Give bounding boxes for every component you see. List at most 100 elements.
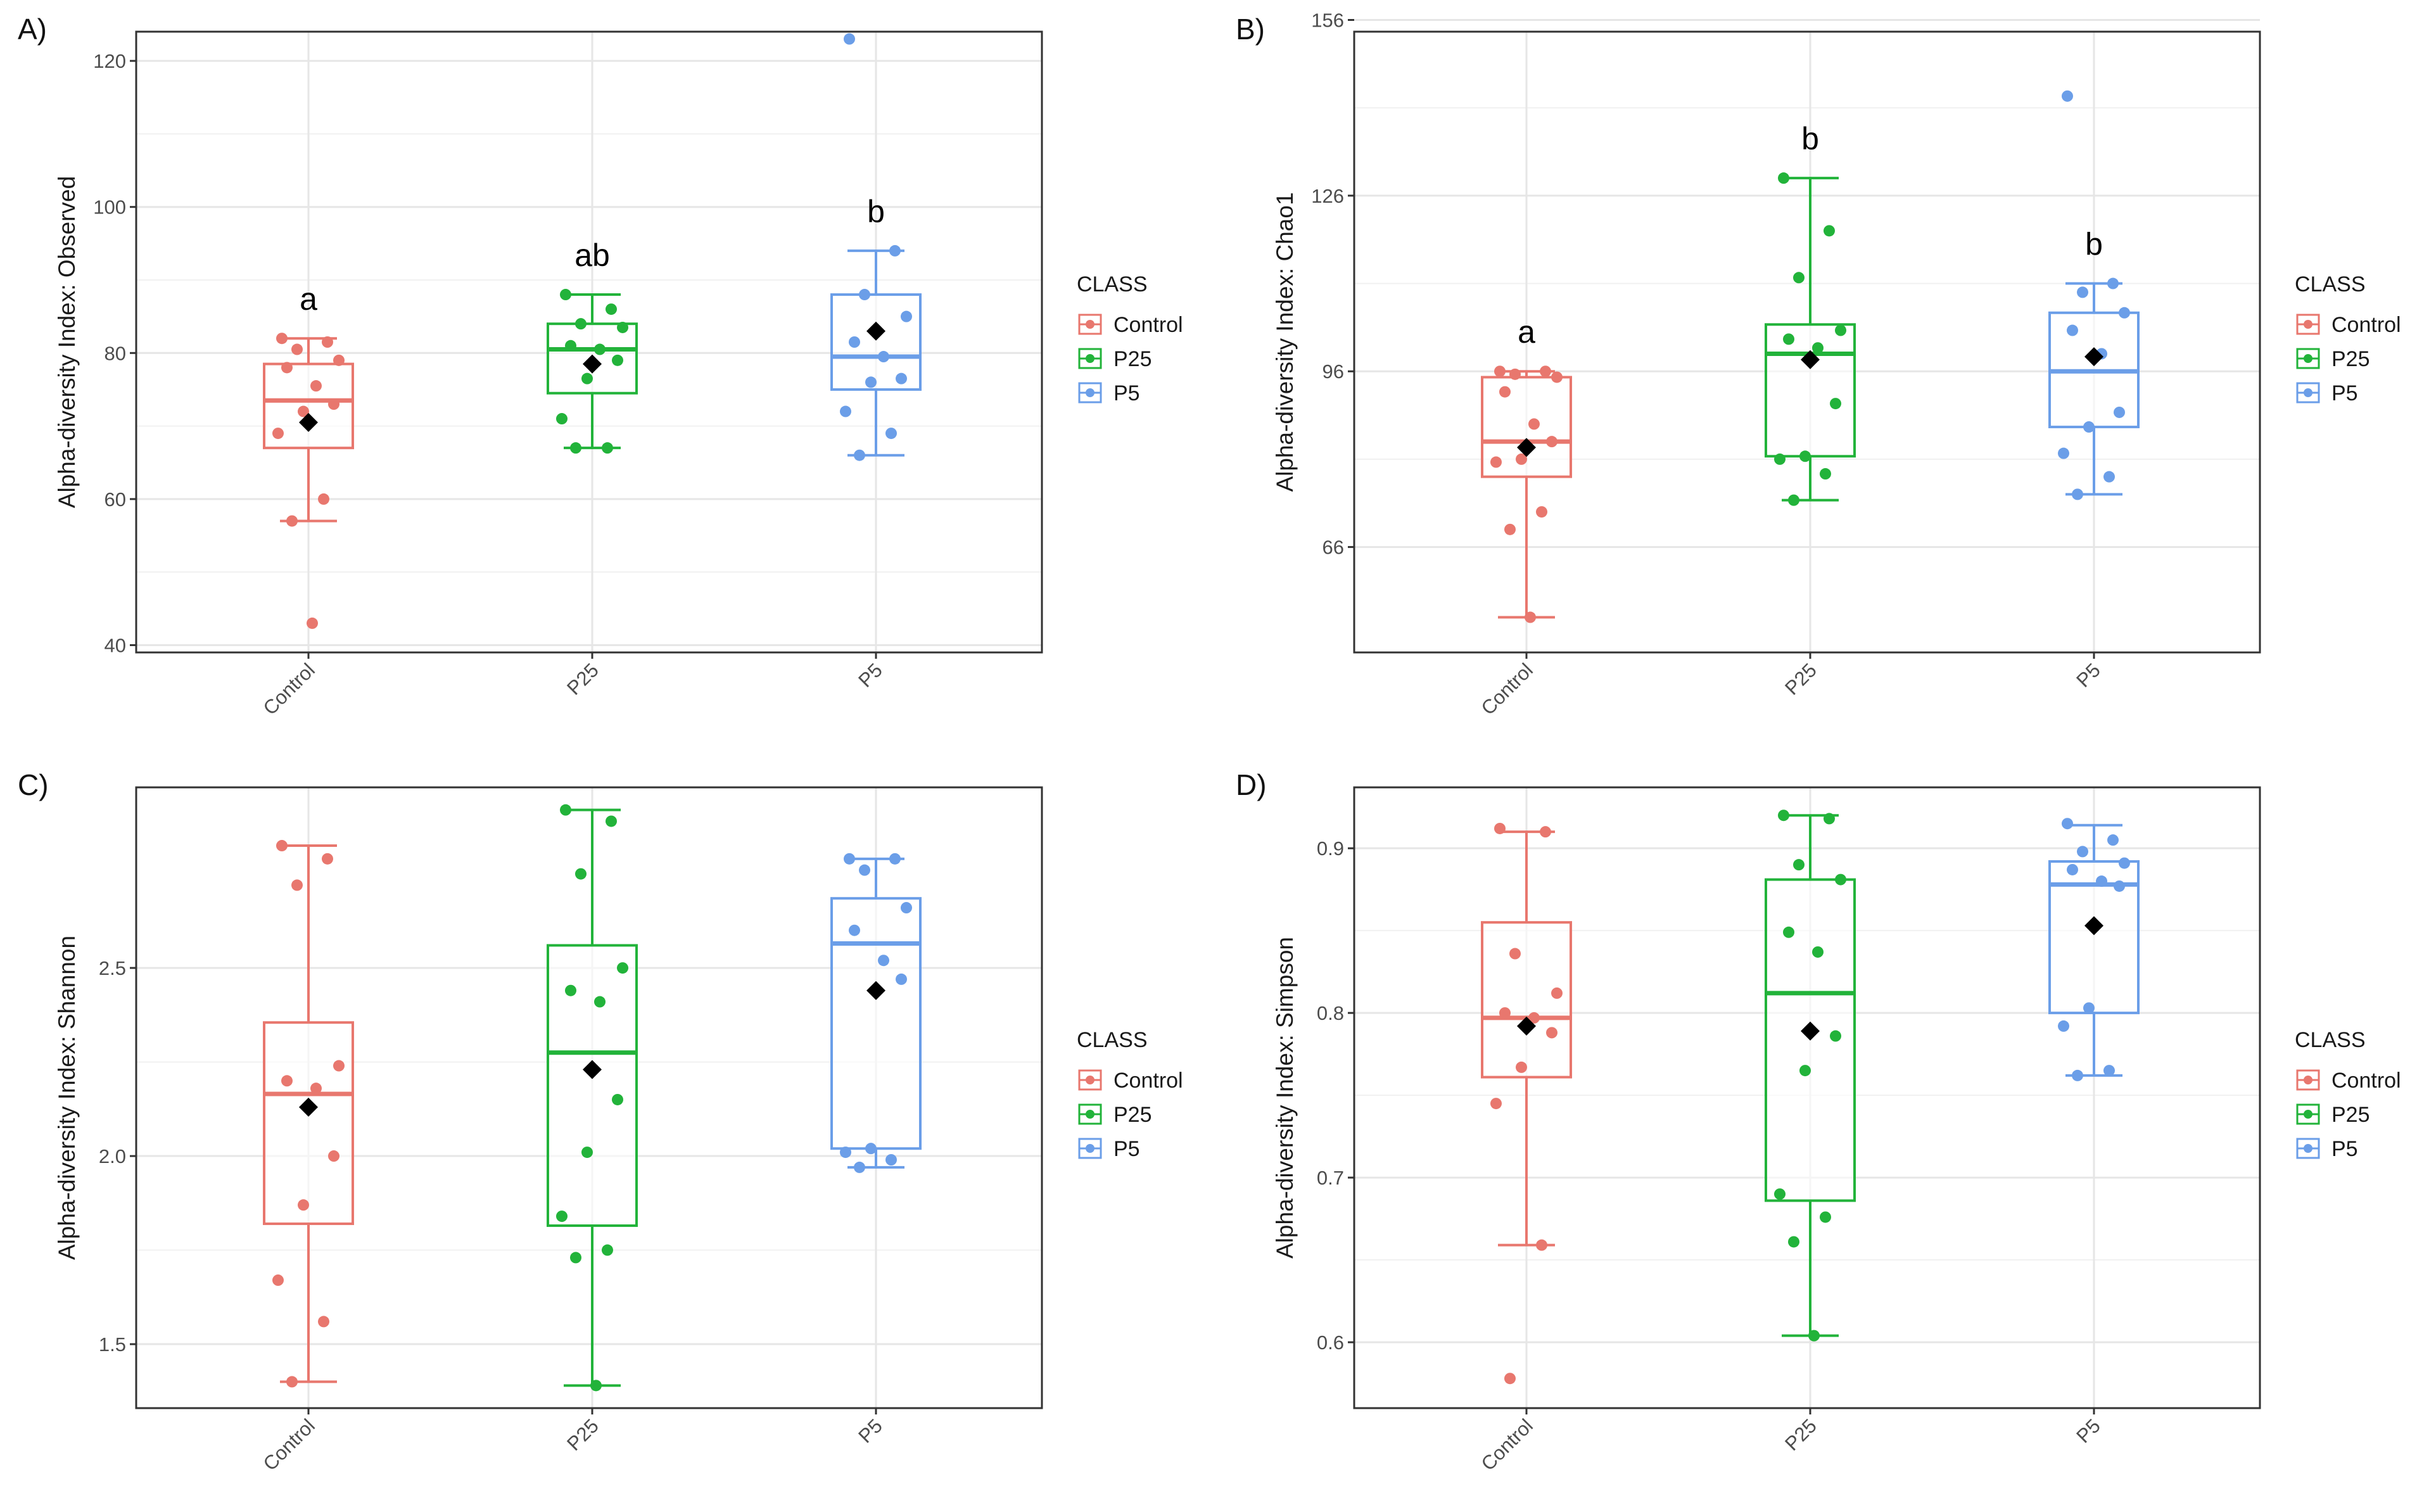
x-tick-label: P5 xyxy=(854,1414,887,1447)
data-point xyxy=(2103,1065,2115,1077)
data-point xyxy=(281,1075,293,1087)
data-point xyxy=(844,33,855,45)
y-axis-label: Alpha-diversity Index: Observed xyxy=(54,176,80,508)
data-point xyxy=(2077,846,2088,858)
data-point xyxy=(606,303,617,315)
legend-label: P25 xyxy=(1113,1103,1152,1127)
data-point xyxy=(889,245,901,257)
data-point xyxy=(2119,307,2130,319)
data-point xyxy=(570,442,581,454)
box-group-p25: b xyxy=(1765,121,1856,506)
y-axis-label: Alpha-diversity Index: Shannon xyxy=(54,936,80,1260)
mean-marker xyxy=(2084,916,2103,936)
data-point xyxy=(322,853,333,865)
y-tick-label: 2.5 xyxy=(99,957,126,979)
data-point xyxy=(1830,1030,1841,1042)
box-iqr xyxy=(547,944,638,1227)
data-point xyxy=(594,343,606,355)
data-point xyxy=(1509,948,1521,960)
data-point xyxy=(1525,611,1536,623)
legend-key-control: Control xyxy=(1078,313,1183,337)
data-point xyxy=(581,372,593,384)
data-point xyxy=(1528,418,1540,430)
data-point xyxy=(1788,1236,1799,1248)
data-point xyxy=(2062,818,2073,830)
legend-key-p5: P5 xyxy=(1078,1137,1140,1161)
plot-frame xyxy=(135,786,1043,1409)
data-point xyxy=(1812,946,1824,958)
data-point xyxy=(1824,225,1835,237)
y-tick-label: 1.5 xyxy=(99,1333,126,1356)
data-point xyxy=(560,804,571,816)
chart-svg-a: A) 40 60 80 100 120 Alpha-diversity Index: Obs… xyxy=(18,13,1183,720)
panel-label: C) xyxy=(18,768,49,801)
mean-marker xyxy=(1801,350,1820,369)
data-point xyxy=(896,372,907,384)
legend-swatch-dot xyxy=(2304,1076,2312,1084)
data-point xyxy=(310,1083,322,1095)
legend-key-p25: P25 xyxy=(2296,347,2370,371)
mean-marker xyxy=(299,1097,318,1117)
data-point xyxy=(328,1150,339,1162)
data-point xyxy=(333,354,345,366)
data-point xyxy=(878,955,889,967)
legend-label: P5 xyxy=(1113,381,1140,405)
significance-letter: a xyxy=(1518,314,1535,350)
y-axis-label: Alpha-diversity Index: Simpson xyxy=(1272,937,1298,1259)
legend-swatch-dot xyxy=(1086,1076,1094,1084)
data-point xyxy=(1835,874,1846,886)
panel-a: A) 40 60 80 100 120 Alpha-diversity Index: Obs… xyxy=(0,0,1218,756)
y-tick-label: 66 xyxy=(1323,537,1344,559)
data-point xyxy=(2058,1020,2069,1032)
data-point xyxy=(2119,857,2130,869)
data-point xyxy=(612,1093,623,1105)
data-point xyxy=(1799,1065,1811,1077)
data-point xyxy=(2103,471,2115,483)
data-point xyxy=(286,515,298,527)
box-group-p25 xyxy=(1765,810,1856,1342)
data-point xyxy=(840,405,851,417)
data-point xyxy=(2083,1002,2095,1014)
x-tick-label: P5 xyxy=(854,659,887,692)
legend-key-p25: P25 xyxy=(1078,1103,1152,1127)
y-tick-label: 126 xyxy=(1311,185,1344,207)
box-group-control: a xyxy=(263,281,354,629)
legend-swatch-dot xyxy=(2304,354,2312,363)
chart-svg-d: D) 0.6 0.7 0.8 0.9 Alpha-diversity Index: Sim… xyxy=(1236,768,2401,1475)
x-tick-label: P5 xyxy=(2072,1414,2105,1447)
significance-letter: b xyxy=(867,194,885,229)
legend-swatch-dot xyxy=(1086,354,1094,363)
data-point xyxy=(1824,813,1835,825)
data-point xyxy=(2083,421,2095,433)
data-point xyxy=(1504,523,1516,535)
data-point xyxy=(1490,1098,1502,1110)
data-point xyxy=(1540,365,1551,378)
data-point xyxy=(2072,488,2083,500)
y-tick-label: 40 xyxy=(105,634,126,656)
data-point xyxy=(298,405,309,417)
panel-label: A) xyxy=(18,13,47,46)
data-point xyxy=(1504,1373,1516,1385)
data-point xyxy=(291,343,303,355)
box-group-control xyxy=(1481,822,1572,1385)
y-tick-label: 120 xyxy=(93,50,126,72)
chart-svg-b: B) 66 96 126 156 Alpha-diversity Index: Chao1… xyxy=(1236,10,2401,720)
data-point xyxy=(885,428,897,440)
data-point xyxy=(854,1161,865,1173)
data-point xyxy=(1536,506,1547,518)
data-point xyxy=(322,336,333,348)
data-point xyxy=(1536,1239,1547,1251)
data-point xyxy=(556,1210,568,1223)
data-point xyxy=(2114,880,2125,892)
legend-label: P5 xyxy=(1113,1137,1140,1161)
data-point xyxy=(318,493,329,505)
data-point xyxy=(1494,822,1506,834)
data-point xyxy=(1551,371,1563,383)
box-group-control xyxy=(263,840,354,1388)
legend-label: P5 xyxy=(2331,381,2358,405)
data-point xyxy=(310,380,322,392)
legend-swatch-dot xyxy=(2304,1144,2312,1153)
legend-title: CLASS xyxy=(2295,1028,2366,1052)
significance-letter: b xyxy=(2085,227,2103,262)
legend-swatch-dot xyxy=(1086,388,1094,397)
